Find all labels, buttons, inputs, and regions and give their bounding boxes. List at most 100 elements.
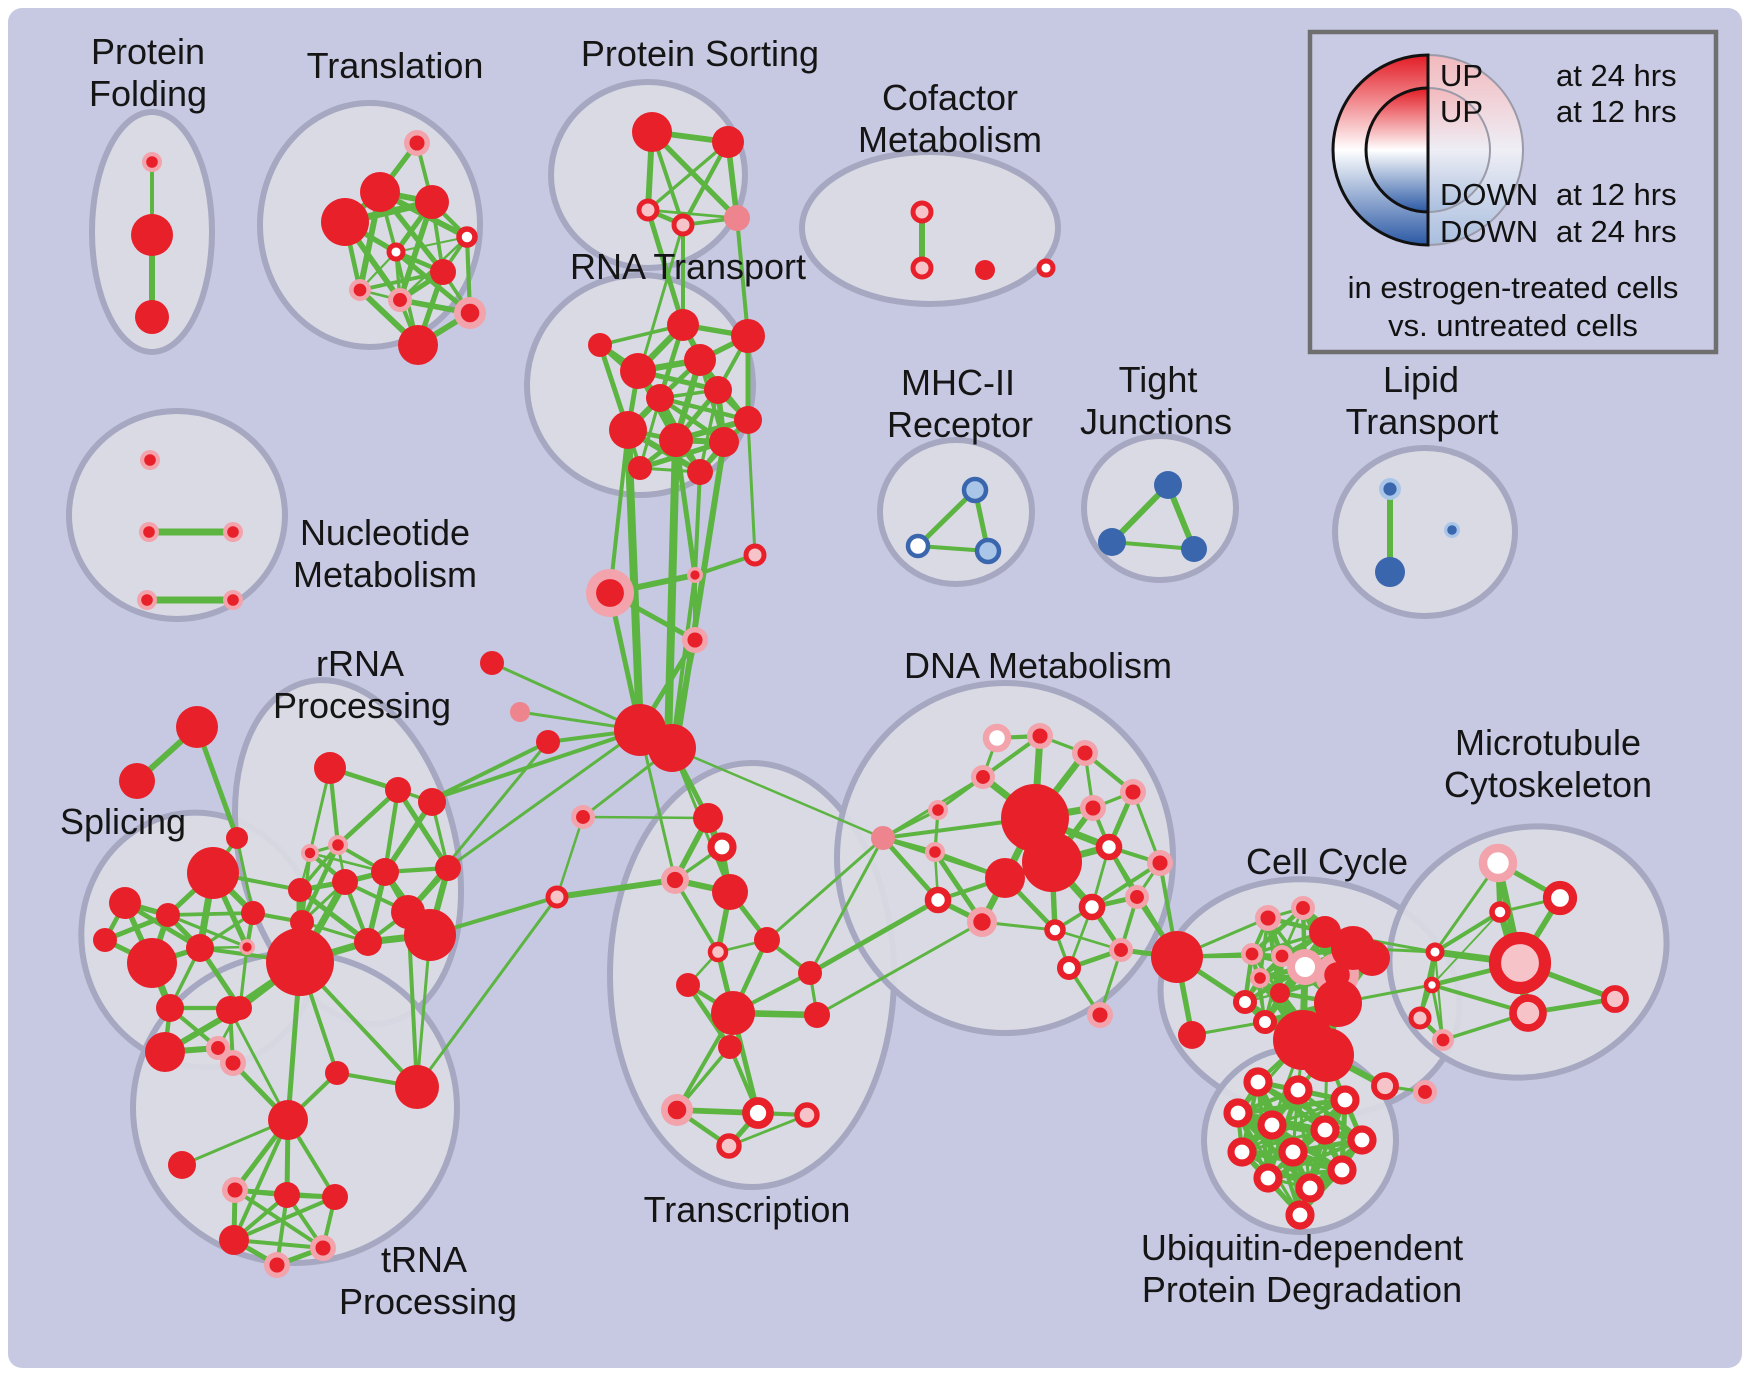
gene-node-solid: [385, 777, 411, 803]
network-edge: [555, 815, 585, 899]
gene-node-solid: [290, 910, 314, 934]
gene-node-solid: [687, 459, 713, 485]
gene-node-halo: [142, 152, 162, 172]
gene-node-solid: [266, 928, 334, 996]
gene-node-solid: [156, 903, 180, 927]
gene-node-solid: [354, 928, 382, 956]
legend-time-2: at 12 hrs: [1556, 177, 1677, 212]
network-edge: [395, 787, 451, 871]
gene-node-wring: [1223, 1098, 1253, 1128]
gene-node-pring: [743, 543, 767, 567]
gene-node-halo: [264, 1252, 290, 1278]
gene-node-halo: [1413, 1080, 1437, 1104]
gene-node-halo: [137, 590, 157, 610]
network-edge: [443, 728, 642, 872]
gene-node-wring: [1056, 955, 1082, 981]
gene-node-wring: [707, 832, 737, 862]
gene-node-solid: [985, 858, 1025, 898]
gene-node-pring: [716, 1133, 742, 1159]
gene-node-pink: [724, 205, 750, 231]
gene-node-solid: [131, 214, 173, 256]
legend-direction-0: UP: [1440, 58, 1483, 93]
network-edge: [1431, 911, 1501, 986]
gene-node-halo: [1120, 779, 1146, 805]
gene-node-solid: [693, 803, 723, 833]
gene-node-halo: [1291, 896, 1315, 920]
gene-node-solid: [430, 259, 456, 285]
gene-node-solid: [156, 994, 184, 1022]
gene-node-wring: [1257, 1110, 1287, 1140]
gene-node-pring: [794, 1102, 820, 1128]
gene-node-solid: [187, 847, 239, 899]
gene-node-wring: [1285, 1200, 1315, 1230]
gene-node-wring: [1295, 1173, 1325, 1203]
gene-node-solid: [731, 319, 765, 353]
gene-node-solid: [226, 827, 248, 849]
gene-node-solid: [536, 730, 560, 754]
cluster-label-protein-sorting: Protein Sorting: [581, 33, 819, 74]
gene-node-halo: [661, 1094, 693, 1126]
gene-node-pring: [1488, 931, 1552, 995]
gene-node-solid: [274, 1182, 300, 1208]
gene-node-solid: [395, 1065, 439, 1109]
cluster-label-ubiquitin-degradation: Protein Degradation: [1142, 1269, 1462, 1310]
network-edge: [228, 1008, 290, 1122]
gene-node-solid: [734, 406, 762, 434]
network-edge: [638, 223, 685, 373]
gene-node-wring: [1044, 919, 1066, 941]
gene-node-halo: [971, 765, 995, 789]
gene-node-solid: [325, 1061, 349, 1085]
gene-node-halo: [1125, 885, 1149, 909]
gene-node-halo: [1109, 938, 1133, 962]
network-edge: [646, 208, 739, 220]
network-edge: [428, 728, 642, 802]
gene-node-solid: [676, 973, 700, 997]
gene-node-phalow: [982, 723, 1012, 753]
gene-node-halo: [404, 130, 430, 156]
network-edge: [670, 573, 697, 750]
gene-node-pring: [1408, 1006, 1432, 1030]
legend-time-3: at 24 hrs: [1556, 214, 1677, 249]
gene-node-blue: [1098, 528, 1126, 556]
gene-node-wring: [1330, 1085, 1360, 1115]
gene-node-wring: [1423, 976, 1441, 994]
network-edge: [581, 815, 710, 820]
legend-note-1: vs. untreated cells: [1388, 308, 1638, 343]
gene-node-solid: [135, 300, 169, 334]
gene-node-solid: [620, 353, 656, 389]
gene-node-blue: [1181, 536, 1207, 562]
gene-node-solid: [632, 112, 672, 152]
cluster-label-trna-processing: tRNA: [381, 1239, 467, 1280]
gene-node-halo: [222, 1177, 248, 1203]
gene-node-solid: [415, 185, 449, 219]
gene-node-halo: [571, 805, 595, 829]
cluster-ellipse-cofactor-metabolism: [799, 149, 1061, 307]
network-edge: [1090, 861, 1162, 909]
gene-node-wring: [1253, 1163, 1283, 1193]
gene-node-solid: [754, 927, 780, 953]
gene-node-wring: [924, 886, 952, 914]
network-edge: [554, 877, 678, 900]
gene-node-halo: [349, 279, 371, 301]
gene-node-bringl: [961, 476, 989, 504]
gene-node-solid: [321, 198, 369, 246]
gene-node-halo: [1072, 740, 1098, 766]
gene-node-wring: [1283, 1075, 1313, 1105]
gene-node-wring: [456, 226, 478, 248]
gene-node-solid: [712, 126, 744, 158]
gene-node-solid: [1178, 1021, 1206, 1049]
gene-node-halo: [967, 907, 997, 937]
gene-node-solid: [718, 1035, 742, 1059]
gene-node-solid: [186, 934, 214, 962]
cluster-label-protein-folding: Protein: [91, 31, 205, 72]
network-edge: [649, 129, 740, 221]
gene-node-wring: [1278, 1137, 1308, 1167]
gene-node-solid: [628, 456, 652, 480]
network-edge: [807, 897, 941, 976]
gene-node-wring: [742, 1097, 774, 1129]
network-edge: [727, 1113, 809, 1148]
cluster-label-mhc-ii-receptor: MHC-II: [901, 362, 1015, 403]
